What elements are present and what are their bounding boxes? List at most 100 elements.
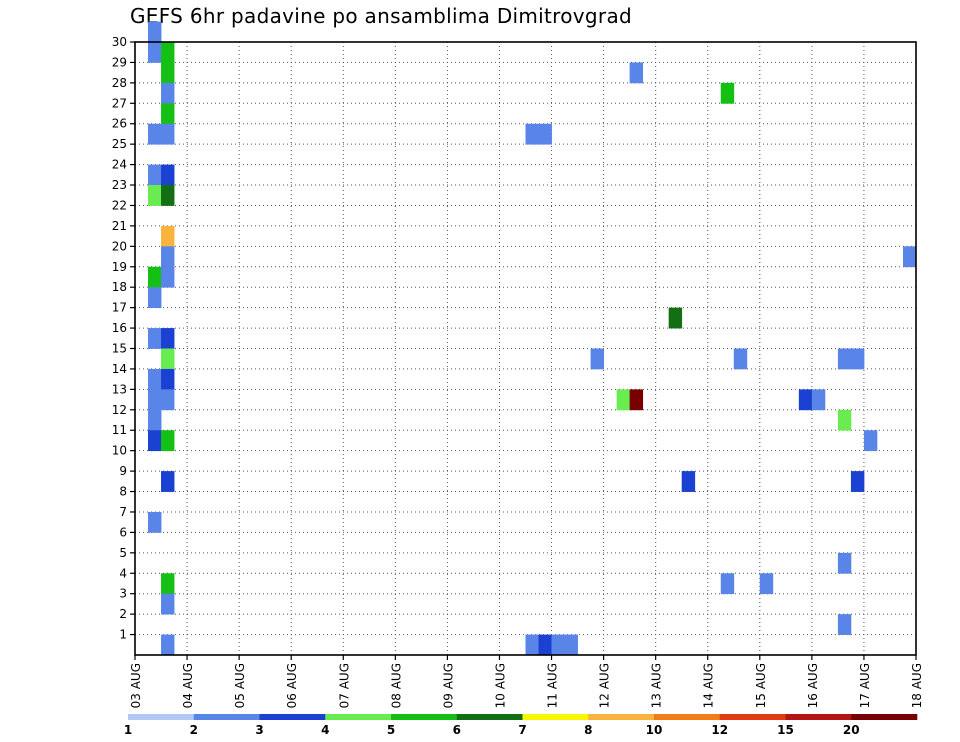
data-cell: [148, 164, 162, 186]
data-cell: [590, 348, 604, 370]
data-cell: [811, 389, 826, 411]
data-cell: [733, 348, 748, 370]
data-cell: [629, 389, 644, 411]
data-cell: [161, 62, 175, 84]
colorbar-segment: [259, 714, 326, 720]
x-tick-label: 14 AUG: [702, 663, 716, 708]
data-cell: [837, 552, 852, 574]
data-cell: [798, 389, 813, 411]
data-cell: [161, 430, 175, 452]
data-cell: [148, 42, 162, 63]
colorbar-segment: [654, 714, 721, 720]
colorbar-label: 4: [321, 723, 329, 737]
x-tick-label: 10 AUG: [493, 663, 507, 708]
colorbar-segment: [719, 714, 786, 720]
data-cell: [902, 246, 917, 268]
colorbar-label: 2: [190, 723, 198, 737]
data-cell: [616, 389, 631, 411]
data-cell: [681, 471, 696, 492]
data-cell: [148, 409, 162, 431]
data-cell: [161, 389, 175, 411]
y-tick-label: 19: [112, 260, 127, 274]
data-cell: [837, 348, 852, 370]
y-tick-label: 9: [119, 464, 127, 478]
data-cell: [161, 328, 175, 349]
colorbar-label: 20: [843, 723, 860, 737]
data-cell: [759, 573, 774, 595]
data-cell: [564, 634, 578, 656]
colorbar-label: 7: [518, 723, 526, 737]
y-tick-label: 6: [119, 525, 127, 539]
data-cell: [720, 82, 735, 104]
colorbar-label: 10: [646, 723, 663, 737]
data-cell: [148, 21, 162, 43]
colorbar: 1 2 3 4 5 6 7 8 10 12 15 20: [124, 714, 918, 737]
x-tick-label: 08 AUG: [389, 663, 403, 708]
data-cell: [148, 368, 162, 390]
x-tick-label: 05 AUG: [233, 663, 247, 708]
y-tick-label: 3: [119, 587, 127, 601]
y-axis-labels: 1234567891011121314151617181920212223242…: [112, 35, 127, 642]
data-cell: [161, 348, 175, 370]
data-cell: [720, 573, 735, 595]
colorbar-label: 1: [124, 723, 132, 737]
y-tick-label: 22: [112, 198, 127, 212]
colorbar-label: 3: [255, 723, 263, 737]
data-cell: [525, 634, 539, 656]
data-cell: [161, 573, 175, 595]
y-tick-label: 18: [112, 280, 127, 294]
chart-title: GEFS 6hr padavine po ansamblima Dimitrov…: [130, 4, 632, 28]
data-cell: [161, 82, 175, 104]
data-cell: [837, 614, 852, 635]
data-cell: [850, 348, 865, 370]
y-tick-label: 27: [112, 96, 127, 110]
data-cell: [629, 62, 644, 84]
data-cell: [161, 634, 175, 656]
data-cell: [148, 430, 162, 452]
axis-ticks: [130, 41, 917, 660]
x-tick-label: 16 AUG: [806, 663, 820, 708]
data-cell: [161, 42, 175, 63]
y-tick-label: 12: [112, 403, 127, 417]
x-tick-label: 12 AUG: [598, 663, 612, 708]
y-tick-label: 4: [119, 566, 127, 580]
y-tick-label: 17: [112, 301, 127, 315]
data-cell: [161, 103, 175, 125]
data-cell: [161, 246, 175, 268]
colorbar-segment: [588, 714, 655, 720]
colorbar-segment: [193, 714, 260, 720]
data-cell: [148, 287, 162, 309]
data-cell: [668, 307, 683, 329]
y-tick-label: 14: [112, 362, 127, 376]
y-tick-label: 30: [112, 35, 127, 49]
x-tick-label: 03 AUG: [129, 663, 143, 708]
data-cell: [161, 471, 175, 492]
y-tick-label: 13: [112, 382, 127, 396]
data-cell: [538, 634, 552, 656]
y-tick-label: 8: [119, 485, 127, 499]
colorbar-segment: [128, 714, 195, 720]
colorbar-label: 6: [453, 723, 461, 737]
data-cell: [161, 164, 175, 186]
x-tick-label: 09 AUG: [441, 663, 455, 708]
y-tick-label: 24: [112, 158, 127, 172]
colorbar-segment: [522, 714, 589, 720]
colorbar-segment: [456, 714, 523, 720]
x-tick-label: 11 AUG: [546, 663, 560, 708]
x-tick-label: 18 AUG: [910, 663, 924, 708]
data-cell: [161, 123, 175, 145]
colorbar-label: 12: [711, 723, 728, 737]
x-axis-labels: 03 AUG 04 AUG 05 AUG 06 AUG 07 AUG 08 AUG 09 A…: [129, 663, 924, 708]
data-cell: [525, 123, 539, 145]
colorbar-segment: [851, 714, 918, 720]
y-tick-label: 7: [119, 505, 127, 519]
y-tick-label: 21: [112, 219, 127, 233]
colorbar-label: 5: [387, 723, 395, 737]
colorbar-segment: [391, 714, 458, 720]
data-cell: [837, 409, 852, 431]
data-cell: [161, 593, 175, 615]
y-tick-label: 26: [112, 117, 127, 131]
data-cell: [850, 471, 865, 492]
data-cell: [538, 123, 552, 145]
x-tick-label: 13 AUG: [650, 663, 664, 708]
